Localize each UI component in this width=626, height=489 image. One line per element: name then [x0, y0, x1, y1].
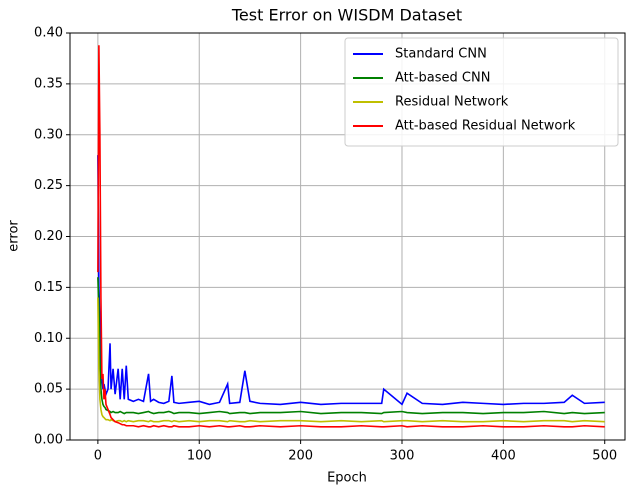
- y-tick-label: 0.25: [34, 178, 63, 193]
- x-axis-label: Epoch: [327, 471, 367, 486]
- y-tick-label: 0.20: [34, 229, 63, 244]
- legend-label: Residual Network: [395, 95, 509, 110]
- y-tick-label: 0.35: [34, 76, 63, 91]
- legend-box: [344, 37, 619, 147]
- x-tick-label: 500: [592, 449, 617, 464]
- y-axis-label: error: [7, 220, 22, 252]
- chart-title: Test Error on WISDM Dataset: [231, 6, 462, 25]
- line-series: [97, 297, 605, 423]
- legend-label: Att-based Residual Network: [395, 119, 576, 134]
- x-tick-label: 200: [288, 449, 313, 464]
- plot-frame: [69, 32, 626, 441]
- y-tick-label: 0.40: [34, 26, 63, 41]
- y-tick-label: 0.05: [34, 382, 63, 397]
- x-tick-label: 300: [390, 449, 415, 464]
- y-tick-label: 0.30: [34, 127, 63, 142]
- legend-label: Standard CNN: [395, 47, 487, 62]
- x-tick-label: 0: [94, 449, 102, 464]
- line-series: [97, 155, 605, 406]
- x-tick-label: 400: [491, 449, 516, 464]
- y-tick-label: 0.10: [34, 331, 63, 346]
- y-tick-label: 0.15: [34, 280, 63, 295]
- legend: Standard CNN Att-based CNN Residual Networ…: [344, 37, 619, 147]
- line-series: [97, 45, 605, 428]
- line-series: [97, 277, 605, 415]
- y-tick-label: 0.00: [34, 433, 63, 448]
- legend-label: Att-based CNN: [395, 71, 490, 86]
- x-tick-label: 100: [187, 449, 212, 464]
